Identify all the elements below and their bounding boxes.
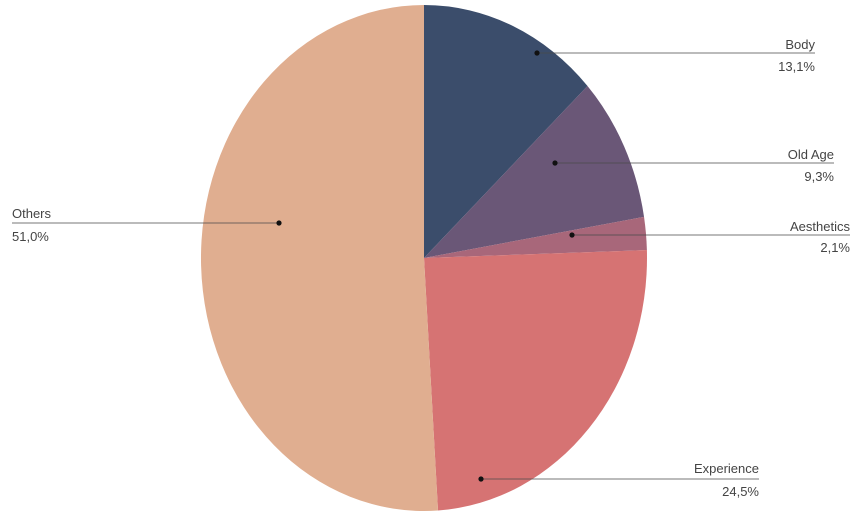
leader-dot-aesthetics xyxy=(569,232,575,238)
slice-labels: Body 13,1% Old Age 9,3% Aesthetics 2,1% Experi… xyxy=(12,37,850,499)
slice-label-old-age: Old Age xyxy=(788,147,834,162)
pie-slice-body xyxy=(424,5,588,258)
slice-value-experience: 24,5% xyxy=(722,484,759,499)
pie-slice-old-age xyxy=(424,85,645,258)
leader-dot-old-age xyxy=(552,160,558,166)
slice-label-body: Body xyxy=(785,37,815,52)
slice-label-aesthetics: Aesthetics xyxy=(790,219,850,234)
pie-slices xyxy=(200,5,648,511)
leader-lines xyxy=(12,50,850,482)
leader-dot-experience xyxy=(478,476,484,482)
slice-value-aesthetics: 2,1% xyxy=(820,240,850,255)
slice-value-old-age: 9,3% xyxy=(804,169,834,184)
slice-value-body: 13,1% xyxy=(778,59,815,74)
pie-slice-experience xyxy=(424,250,648,511)
leader-dot-others xyxy=(276,220,282,226)
pie-slice-aesthetics xyxy=(424,216,647,258)
slice-label-experience: Experience xyxy=(694,461,759,476)
pie-slice-others xyxy=(200,5,438,511)
leader-dot-body xyxy=(534,50,540,56)
slice-label-others: Others xyxy=(12,206,52,221)
slice-value-others: 51,0% xyxy=(12,229,49,244)
